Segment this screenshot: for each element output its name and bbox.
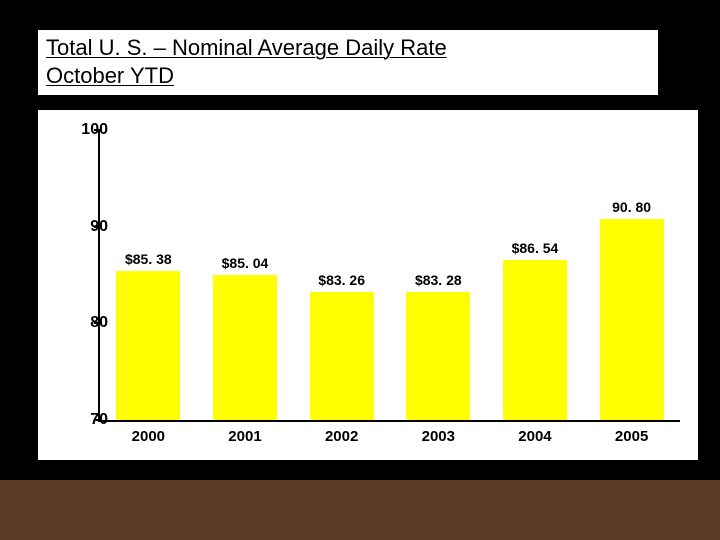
bar-slot: $85. 38: [116, 130, 180, 420]
bar-slot: 90. 80: [600, 130, 664, 420]
bar-value-label: $86. 54: [512, 240, 559, 256]
ytick-label: 70: [58, 411, 108, 429]
x-axis-labels: 2000 2001 2002 2003 2004 2005: [100, 428, 680, 445]
plot-region: $85. 38 $85. 04 $83. 26 $83. 28 $86. 54 90. 8…: [98, 130, 680, 422]
bar-value-label: 90. 80: [612, 199, 651, 215]
bar-slot: $83. 26: [310, 130, 374, 420]
x-axis-label: 2000: [116, 428, 180, 445]
bar-value-label: $83. 26: [318, 272, 365, 288]
chart-title-line1: Total U. S. – Nominal Average Daily Rate: [46, 34, 650, 62]
bar-value-label: $85. 04: [222, 255, 269, 271]
bar: $85. 38: [116, 271, 180, 420]
bar: $86. 54: [503, 260, 567, 420]
bar-value-label: $85. 38: [125, 251, 172, 267]
chart-area: $85. 38 $85. 04 $83. 26 $83. 28 $86. 54 90. 8…: [38, 110, 698, 460]
x-axis-label: 2001: [213, 428, 277, 445]
ytick-label: 80: [58, 314, 108, 332]
bar-value-label: $83. 28: [415, 272, 462, 288]
chart-title-block: Total U. S. – Nominal Average Daily Rate…: [38, 30, 658, 95]
bar-slot: $86. 54: [503, 130, 567, 420]
bar: $83. 26: [310, 292, 374, 420]
bar-slot: $83. 28: [406, 130, 470, 420]
bar: $83. 28: [406, 292, 470, 420]
ytick-label: 100: [58, 121, 108, 139]
x-axis-label: 2002: [310, 428, 374, 445]
bar: 90. 80: [600, 219, 664, 420]
footer-band: [0, 480, 720, 540]
chart-title-line2: October YTD: [46, 62, 650, 90]
bars-container: $85. 38 $85. 04 $83. 26 $83. 28 $86. 54 90. 8…: [100, 130, 680, 420]
x-axis-label: 2005: [600, 428, 664, 445]
bar: $85. 04: [213, 275, 277, 420]
x-axis-label: 2004: [503, 428, 567, 445]
x-axis-label: 2003: [406, 428, 470, 445]
ytick-label: 90: [58, 218, 108, 236]
bar-slot: $85. 04: [213, 130, 277, 420]
